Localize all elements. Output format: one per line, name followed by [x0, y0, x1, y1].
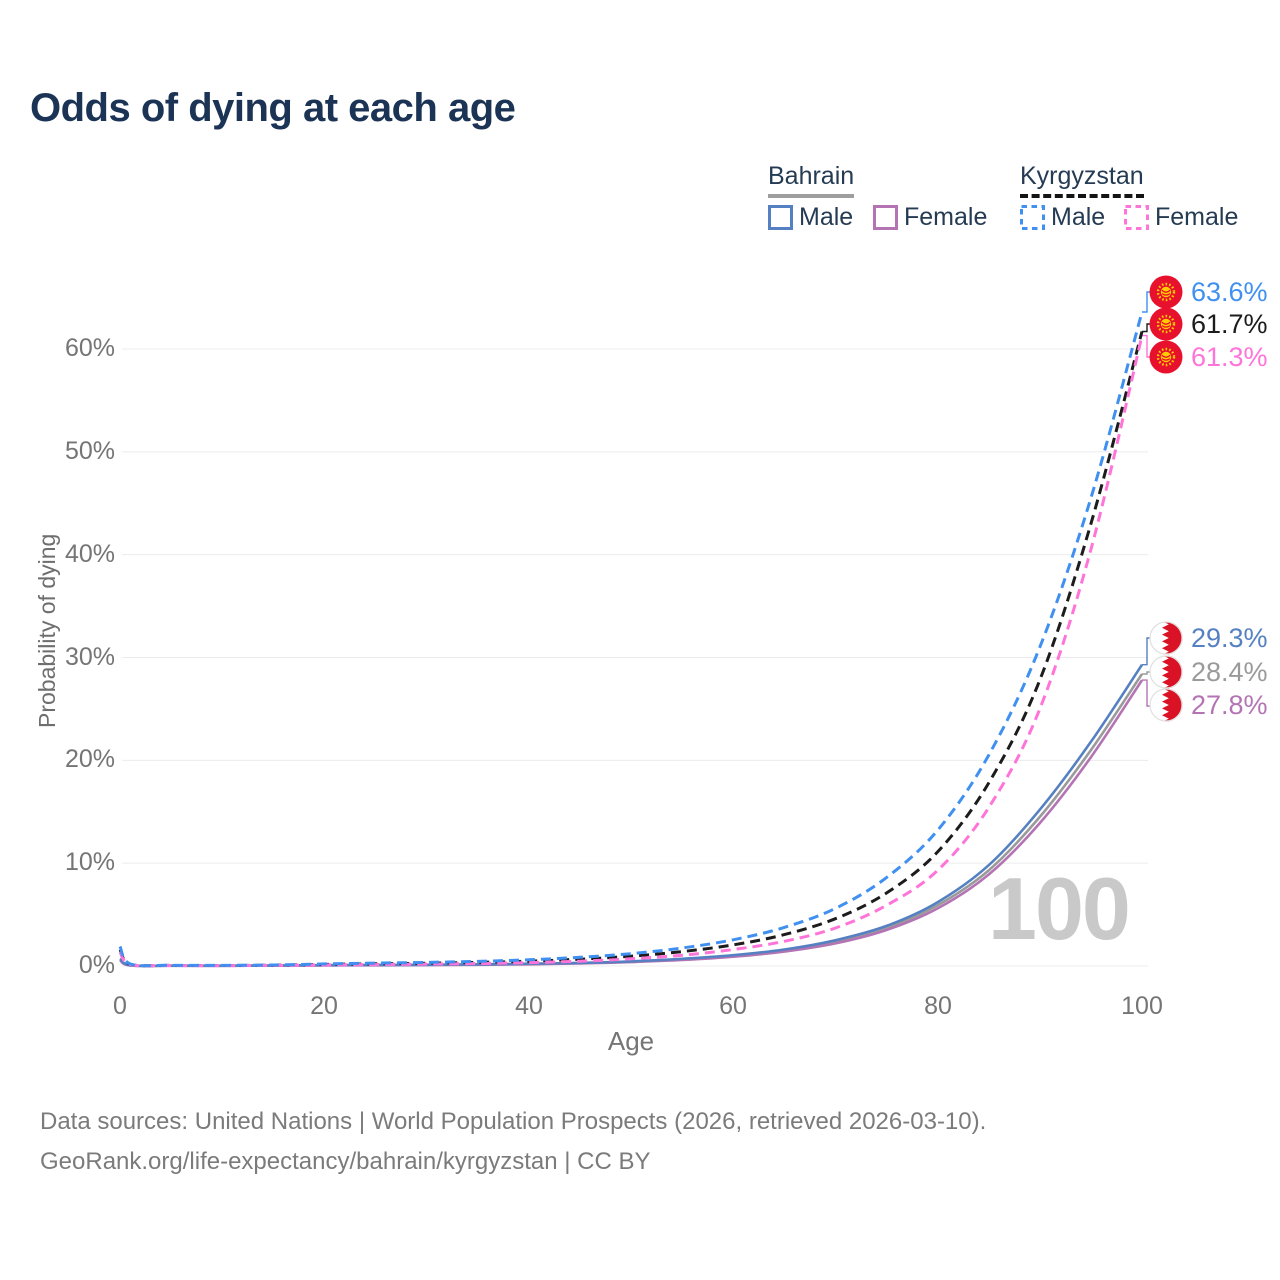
end-label-kyrgyzstan-male: 63.6%: [1149, 275, 1268, 309]
legend-item-kyrgyzstan-male[interactable]: Male: [1019, 203, 1105, 232]
legend-item-bahrain-male[interactable]: Male: [767, 203, 853, 232]
legend-group-bahrain[interactable]: Bahrain: [768, 162, 855, 198]
dashed-blue-swatch-icon: [1020, 205, 1045, 230]
bahrain-flag-icon: [1149, 688, 1183, 722]
solid-purple-swatch-icon: [873, 205, 898, 230]
kyrgyzstan-flag-icon: [1149, 275, 1183, 309]
series-line-kyrgyzstan-both-sexes[interactable]: [118, 331, 1144, 968]
series-line-kyrgyzstan-male[interactable]: [118, 311, 1144, 968]
x-tick-100: 100: [1121, 992, 1163, 1020]
y-tick-30: 30%: [64, 643, 115, 671]
kyrgyzstan-flag-icon: [1149, 340, 1183, 374]
end-label-bahrain-total: 28.4%: [1149, 655, 1268, 689]
bahrain-flag-icon: [1149, 655, 1183, 689]
x-tick-20: 20: [310, 992, 338, 1020]
legend-item-label: Female: [1155, 203, 1239, 231]
end-value: 28.4%: [1191, 656, 1268, 687]
end-value: 61.7%: [1191, 308, 1268, 339]
x-tick-40: 40: [515, 992, 543, 1020]
end-value: 61.3%: [1191, 341, 1268, 372]
y-tick-50: 50%: [64, 437, 115, 465]
x-axis-label: Age: [607, 1026, 655, 1056]
end-label-kyrgyzstan-female: 61.3%: [1149, 340, 1268, 374]
end-label-kyrgyzstan-total: 61.7%: [1149, 307, 1268, 341]
end-label-bahrain-female: 27.8%: [1149, 688, 1268, 722]
x-tick-0: 0: [113, 992, 127, 1020]
end-value: 29.3%: [1191, 622, 1268, 653]
series-line-kyrgyzstan-female[interactable]: [118, 335, 1144, 968]
series-line-bahrain-female[interactable]: [119, 679, 1144, 968]
legend-item-kyrgyzstan-female[interactable]: Female: [1123, 203, 1238, 232]
solid-blue-swatch-icon: [768, 205, 793, 230]
end-value: 63.6%: [1191, 276, 1268, 307]
y-tick-40: 40%: [64, 540, 115, 568]
x-tick-60: 60: [719, 992, 747, 1020]
y-tick-10: 10%: [64, 848, 115, 876]
y-tick-20: 20%: [64, 745, 115, 773]
end-value: 27.8%: [1191, 689, 1268, 720]
kyrgyzstan-flag-icon: [1149, 307, 1183, 341]
attribution-note: GeoRank.org/life-expectancy/bahrain/kyrg…: [40, 1148, 651, 1175]
dashed-pink-swatch-icon: [1124, 205, 1149, 230]
x-tick-80: 80: [924, 992, 952, 1020]
legend-item-bahrain-female[interactable]: Female: [872, 203, 987, 232]
age-counter-watermark: 100: [988, 859, 1131, 958]
data-sources-note: Data sources: United Nations | World Pop…: [40, 1108, 987, 1135]
y-tick-0: 0%: [78, 951, 115, 979]
legend-item-label: Female: [904, 203, 988, 231]
end-label-bahrain-male: 29.3%: [1149, 621, 1268, 655]
legend-item-label: Male: [799, 203, 854, 231]
y-tick-60: 60%: [64, 334, 115, 362]
bahrain-flag-icon: [1149, 621, 1183, 655]
series-line-bahrain-male[interactable]: [119, 663, 1144, 968]
legend-group-kyrgyzstan[interactable]: Kyrgyzstan: [1020, 162, 1144, 198]
legend-item-label: Male: [1051, 203, 1106, 231]
page-title: Odds of dying at each age: [30, 86, 516, 130]
series-line-bahrain-both-sexes[interactable]: [119, 673, 1144, 968]
